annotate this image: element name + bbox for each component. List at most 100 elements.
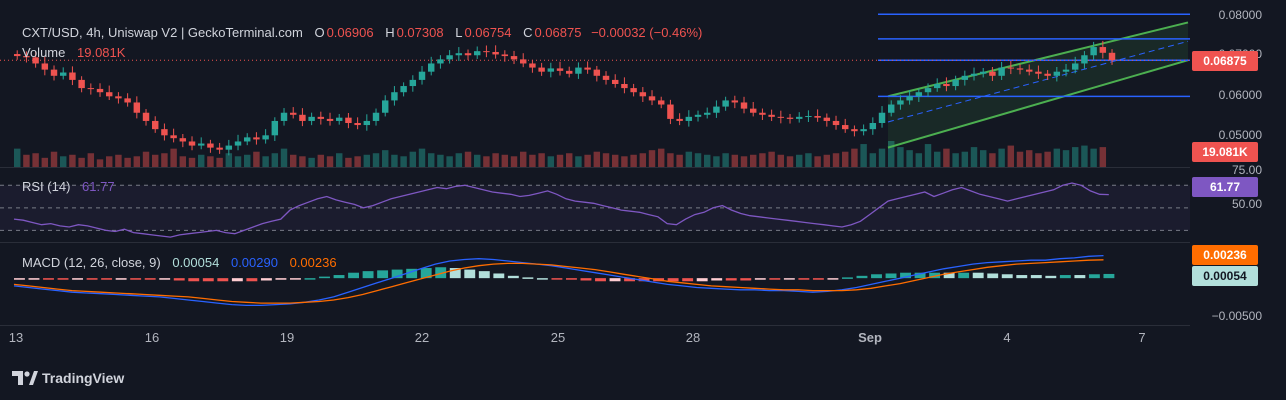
volume-bar (354, 156, 361, 167)
candle-body (547, 68, 555, 72)
candle-body (437, 59, 444, 64)
low-value: 0.06754 (464, 25, 512, 40)
volume-bar (547, 156, 555, 167)
macd-histogram-bar (377, 270, 389, 279)
candle-body (336, 117, 343, 121)
candle-body (602, 75, 610, 80)
symbol-legend[interactable]: CXT/USD, 4h, Uniswap V2 | GeckoTerminal.… (22, 25, 704, 40)
rsi-legend[interactable]: RSI (14) 61.77 (22, 179, 117, 194)
volume-bar (280, 148, 288, 167)
candle-body (538, 67, 545, 72)
candle-body (842, 125, 849, 130)
candle-body (391, 92, 398, 101)
rsi-pane[interactable] (0, 168, 1190, 242)
candle-body (418, 71, 426, 80)
volume-bar (78, 157, 85, 167)
macd-pane[interactable] (0, 243, 1190, 325)
time-axis-separator (0, 325, 1190, 326)
candle-body (326, 118, 334, 121)
volume-bar (179, 156, 187, 167)
volume-bar (474, 154, 481, 167)
macd-histogram-bar (580, 278, 592, 281)
price-chart-pane[interactable] (0, 0, 1190, 167)
volume-tag: 19.081K (1192, 142, 1258, 162)
macd-histogram-bar (43, 278, 54, 280)
volume-bar (170, 148, 177, 167)
macd-histogram-bar (478, 271, 490, 279)
candle-body (290, 112, 297, 115)
rsi-value: 61.77 (82, 179, 115, 194)
candle-body (897, 100, 904, 105)
volume-bar (685, 151, 693, 167)
macd-histogram-bar (507, 275, 519, 279)
volume-bar (566, 153, 573, 167)
volume-legend[interactable]: Volume 19.081K (22, 45, 127, 60)
volume-bar (768, 151, 775, 167)
volume-bar (575, 156, 582, 167)
candle-body (87, 88, 95, 90)
candle-body (529, 63, 536, 68)
volume-bar (372, 153, 380, 167)
volume-bar (869, 153, 877, 167)
candle-body (382, 100, 389, 113)
candle-body (345, 117, 352, 123)
candle-body (934, 84, 941, 89)
volume-bar (299, 156, 306, 167)
time-axis-label: 25 (550, 330, 566, 345)
candle-body (152, 120, 159, 130)
candle-body (216, 147, 223, 150)
macd-histogram-bar (130, 278, 142, 280)
volume-bar (915, 153, 923, 167)
candle-body (860, 129, 867, 132)
volume-bar (694, 153, 702, 167)
volume-bar (998, 148, 1005, 167)
time-axis-label: 13 (8, 330, 24, 345)
macd-histogram-bar (783, 278, 795, 280)
price-tick: 0.06000 (1218, 88, 1262, 102)
symbol-title: CXT/USD, 4h, Uniswap V2 | GeckoTerminal.… (22, 25, 303, 40)
volume-bar (750, 154, 757, 167)
macd-histogram-bar (1088, 274, 1100, 279)
tradingview-logo-icon (12, 371, 38, 385)
rsi-tick: 50.00 (1231, 197, 1262, 211)
volume-bar (630, 154, 637, 167)
candle-body (446, 55, 453, 60)
candle-body (41, 63, 49, 70)
candle-body (786, 117, 794, 119)
volume-bar (336, 153, 343, 167)
macd-legend[interactable]: MACD (12, 26, close, 9) 0.00054 0.00290 … (22, 255, 339, 270)
volume-bar (41, 157, 49, 167)
candle-body (308, 116, 315, 121)
pane-separator[interactable] (0, 167, 1190, 168)
candle-body (372, 112, 380, 121)
candle-body (694, 114, 702, 117)
volume-bar (363, 154, 371, 167)
volume-bar (989, 153, 996, 167)
time-axis-label: 19 (279, 330, 295, 345)
volume-bar (529, 154, 536, 167)
tradingview-logo[interactable]: TradingView (12, 370, 124, 386)
candle-body (1081, 55, 1088, 64)
volume-bar (943, 148, 950, 167)
macd-histogram-bar (958, 272, 970, 279)
macd-histogram-bar (900, 272, 911, 279)
volume-bar (814, 156, 821, 167)
channel-lower-line (887, 59, 1189, 149)
open-value: 0.06906 (326, 25, 374, 40)
macd-histogram-bar (566, 278, 577, 280)
pane-separator[interactable] (0, 242, 1190, 243)
macd-histogram-bar (725, 278, 737, 281)
candle-body (648, 96, 656, 101)
volume-bar (602, 153, 610, 167)
candle-body (188, 141, 196, 146)
macd-histogram-bar (871, 274, 882, 279)
candle-body (621, 84, 628, 89)
candle-body (23, 56, 30, 58)
candle-body (731, 100, 739, 103)
candle-body (906, 96, 913, 101)
candle-body (299, 114, 306, 121)
macd-histogram-bar (914, 272, 926, 279)
candle-body (768, 114, 775, 117)
volume-bar (897, 147, 904, 167)
candle-body (271, 120, 279, 136)
